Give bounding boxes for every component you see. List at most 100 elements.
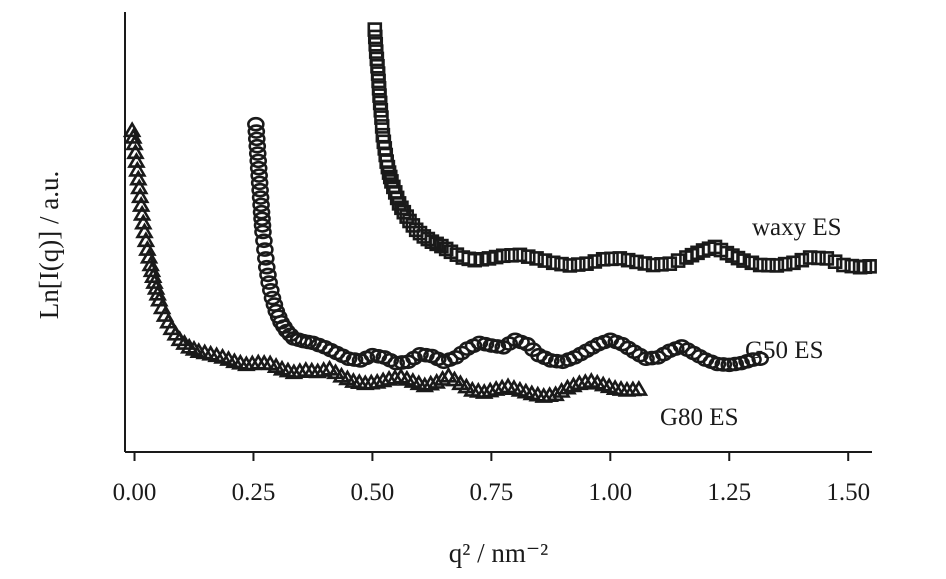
waxy-es-point bbox=[579, 256, 594, 271]
g50-es-point bbox=[251, 182, 269, 198]
waxy-es-point bbox=[520, 249, 536, 264]
series-labels: waxy ES G50 ES G80 ES bbox=[660, 214, 842, 431]
g80-es-point bbox=[122, 121, 142, 138]
waxy-es-point bbox=[794, 252, 810, 268]
waxy-es-point bbox=[629, 254, 644, 270]
waxy-es-point bbox=[587, 254, 603, 269]
waxy-es-point bbox=[374, 110, 389, 125]
waxy-es-point bbox=[752, 257, 768, 273]
waxy-es-point bbox=[637, 256, 653, 271]
g50-es-point bbox=[252, 197, 270, 213]
g50-es-point bbox=[708, 356, 727, 372]
g80-es-point bbox=[148, 284, 167, 301]
g80-es-point bbox=[146, 278, 166, 295]
g50-es-point bbox=[247, 116, 265, 132]
waxy-es-point bbox=[862, 259, 877, 274]
g80-es-point bbox=[308, 362, 327, 379]
waxy-es-point bbox=[374, 119, 390, 134]
waxy-es-point bbox=[371, 80, 387, 96]
waxy-es-point bbox=[769, 258, 785, 273]
waxy-es-point bbox=[367, 29, 383, 45]
x-tick-label: 1.50 bbox=[826, 479, 870, 506]
g80-es-point bbox=[415, 376, 435, 393]
g50-es-point bbox=[714, 357, 733, 372]
waxy-es-point bbox=[670, 253, 686, 268]
waxy-es-point bbox=[819, 251, 835, 266]
g80-es-point bbox=[558, 378, 577, 395]
x-tick-label: 1.00 bbox=[588, 479, 632, 506]
x-axis-label: q² / nm⁻² bbox=[449, 538, 548, 568]
g50-es-point bbox=[254, 224, 272, 240]
x-tick-label: 0.25 bbox=[232, 479, 276, 506]
series-g80-es bbox=[122, 121, 649, 403]
waxy-es-point bbox=[512, 247, 528, 263]
x-axis-ticks: 0.00 0.25 0.50 0.75 1.00 1.25 1.50 bbox=[113, 452, 870, 506]
series-g50-es bbox=[247, 116, 769, 373]
g50-es-point bbox=[263, 290, 282, 306]
waxy-es-point bbox=[373, 102, 389, 118]
g80-es-point bbox=[141, 255, 160, 272]
waxy-es-point bbox=[529, 251, 544, 266]
waxy-es-point bbox=[654, 257, 669, 272]
g80-es-point bbox=[367, 372, 387, 389]
series-label-waxy-es: waxy ES bbox=[752, 214, 842, 241]
waxy-es-point bbox=[372, 95, 388, 111]
waxy-es-point bbox=[777, 256, 793, 272]
waxy-es-point bbox=[595, 251, 611, 267]
g50-es-point bbox=[257, 251, 275, 266]
waxy-es-point bbox=[367, 22, 383, 37]
waxy-es-point bbox=[504, 248, 519, 263]
g80-es-point bbox=[143, 267, 163, 284]
g80-es-point bbox=[145, 273, 164, 289]
g80-es-point bbox=[421, 374, 440, 391]
g80-es-point bbox=[629, 379, 649, 396]
g80-es-point bbox=[552, 381, 571, 398]
series-label-g80-es: G80 ES bbox=[660, 404, 738, 431]
waxy-es-point bbox=[369, 51, 385, 67]
g80-es-point bbox=[474, 383, 494, 399]
waxy-es-point bbox=[620, 252, 636, 268]
waxy-es-point bbox=[537, 253, 553, 268]
series-label-g50-es: G50 ES bbox=[745, 337, 823, 364]
g50-es-point bbox=[256, 242, 274, 257]
waxy-es-point bbox=[554, 256, 569, 272]
g50-es-point bbox=[250, 175, 269, 191]
waxy-es-point bbox=[495, 248, 511, 264]
waxy-es-point bbox=[786, 255, 801, 271]
g50-es-point bbox=[260, 275, 278, 290]
g50-es-point bbox=[248, 138, 267, 154]
g50-es-point bbox=[251, 190, 270, 205]
waxy-es-point bbox=[372, 88, 387, 103]
g50-es-point bbox=[751, 351, 769, 367]
waxy-es-point bbox=[368, 36, 384, 52]
y-axis-label: Ln[I(q)] / a.u. bbox=[34, 171, 64, 319]
x-tick-label: 1.25 bbox=[707, 479, 751, 506]
g80-es-point bbox=[486, 379, 506, 396]
g50-es-point bbox=[247, 131, 266, 147]
waxy-es-point bbox=[604, 251, 619, 267]
waxy-es-point bbox=[744, 255, 760, 271]
waxy-es-point bbox=[761, 257, 776, 273]
waxy-es-point bbox=[811, 250, 826, 266]
series-waxy-es bbox=[367, 22, 877, 275]
waxy-es-point bbox=[562, 258, 578, 273]
g50-es-point bbox=[253, 218, 272, 233]
waxy-es-point bbox=[612, 251, 628, 266]
g80-es-point bbox=[142, 261, 162, 278]
g50-es-point bbox=[259, 267, 277, 283]
waxy-es-point bbox=[545, 255, 561, 271]
g50-es-point bbox=[255, 233, 273, 249]
g80-es-point bbox=[433, 369, 452, 386]
g50-es-point bbox=[257, 259, 276, 275]
g80-es-point bbox=[373, 371, 393, 388]
series-layer bbox=[122, 22, 877, 403]
g80-es-point bbox=[492, 378, 512, 395]
x-tick-label: 0.50 bbox=[351, 479, 395, 506]
g80-es-point bbox=[124, 127, 143, 144]
waxy-es-point bbox=[736, 253, 751, 268]
waxy-es-point bbox=[368, 44, 384, 59]
waxy-es-point bbox=[827, 254, 843, 269]
g50-es-point bbox=[744, 352, 762, 367]
waxy-es-point bbox=[370, 58, 385, 74]
